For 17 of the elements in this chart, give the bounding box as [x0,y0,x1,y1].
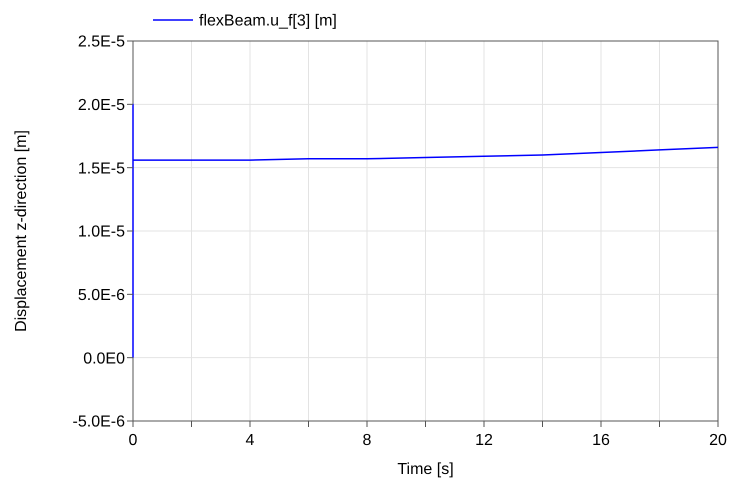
y-axis-title: Displacement z-direction [m] [13,130,30,332]
y-tick-label: 1.5E-5 [78,160,126,178]
x-tick-label: 8 [362,432,372,449]
y-tick-label: 2.5E-5 [78,34,126,51]
x-tick-label: 12 [475,432,493,449]
x-tick-label: 4 [246,432,255,449]
x-axis-title: Time [s] [397,461,454,478]
line-series [132,104,719,358]
y-tick-label: -5.0E-6 [72,414,126,431]
y-tick-label: 2.0E-5 [78,96,126,114]
x-tick-label: 16 [592,432,610,449]
y-tick-label: 1.0E-5 [78,224,126,241]
legend-label: flexBeam.u_f[3] [m] [199,12,337,30]
y-tick-label: 5.0E-6 [78,286,126,304]
x-tick-label: 0 [128,432,138,449]
y-tick-label: 0.0E0 [83,350,126,368]
x-tick-label: 20 [709,432,727,449]
